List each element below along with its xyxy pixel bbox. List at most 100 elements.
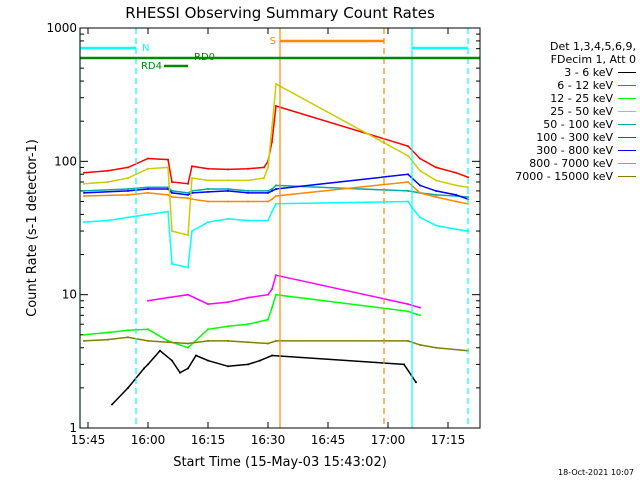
- series-line-ff00ff: [147, 274, 421, 309]
- y-tick-label: 1000: [46, 21, 77, 35]
- data-point-cccc00: [467, 186, 469, 189]
- data-point-000000: [127, 386, 129, 389]
- data-point-0000ff: [207, 190, 209, 193]
- data-point-ff0000: [127, 166, 129, 169]
- data-point-cccc00: [207, 179, 209, 182]
- data-point-00ff00: [247, 323, 249, 326]
- data-point-ff0000: [419, 157, 421, 160]
- legend-header-detectors: Det 1,3,4,5,6,9,: [549, 40, 636, 53]
- data-point-00ffff: [187, 266, 189, 269]
- data-point-cccc00: [191, 177, 193, 179]
- data-point-000000: [179, 371, 181, 374]
- data-point-808000: [435, 346, 437, 349]
- x-tick-label: 17:00: [371, 433, 406, 447]
- data-point-ff00ff: [207, 303, 209, 306]
- data-point-00ff00: [271, 306, 273, 309]
- data-point-ff0000: [263, 166, 265, 169]
- data-point-0000ff: [419, 184, 421, 187]
- data-point-00ffff: [455, 228, 457, 231]
- data-point-cccc00: [167, 166, 169, 169]
- data-point-00ffff: [275, 202, 277, 205]
- data-point-808000: [147, 339, 149, 342]
- data-point-ff8800: [147, 191, 149, 194]
- data-point-cccc00: [127, 177, 129, 179]
- data-point-000000: [159, 349, 161, 352]
- data-point-ff0000: [455, 171, 457, 174]
- data-point-808000: [107, 338, 109, 341]
- legend-label: 6 - 12 keV: [557, 79, 613, 92]
- data-point-ff00ff: [275, 274, 277, 277]
- data-point-808000: [267, 342, 269, 345]
- data-point-ff8800: [267, 200, 269, 203]
- data-point-0000ff: [227, 189, 229, 192]
- series-line-0000ff: [83, 173, 469, 200]
- data-point-ff0000: [147, 157, 149, 160]
- plot-frame: [79, 27, 481, 429]
- series-line-000000: [111, 349, 417, 406]
- data-point-cccc00: [407, 154, 409, 157]
- data-point-ff8800: [435, 196, 437, 198]
- legend-label: 50 - 100 keV: [543, 118, 613, 131]
- data-point-cccc00: [455, 184, 457, 187]
- data-point-ff8800: [207, 200, 209, 203]
- data-point-0000ff: [83, 191, 85, 194]
- legend-swatch: [618, 137, 636, 138]
- x-tick-label: 15:45: [71, 433, 106, 447]
- data-point-0000ff: [407, 173, 409, 176]
- legend-label: 800 - 7000 keV: [529, 157, 613, 170]
- data-point-00aaaa: [247, 189, 249, 192]
- data-point-ff0000: [435, 166, 437, 169]
- data-point-00aaaa: [207, 188, 209, 190]
- data-point-cccc00: [187, 234, 189, 236]
- data-point-000000: [171, 359, 173, 362]
- data-point-808000: [227, 339, 229, 342]
- series-line-00ff00: [83, 293, 421, 349]
- x-axis-label: Start Time (15-May-03 15:43:02): [173, 455, 387, 470]
- data-point-ff00ff: [187, 293, 189, 296]
- data-point-00ffff: [407, 200, 409, 203]
- y-axis-label: Count Rate (s-1 detector-1): [25, 139, 40, 317]
- legend-label: 7000 - 15000 keV: [515, 170, 613, 183]
- series-line-cccc00: [83, 82, 469, 236]
- data-point-cccc00: [271, 126, 273, 129]
- data-point-ff00ff: [271, 288, 273, 291]
- data-point-ff8800: [455, 200, 457, 203]
- rd4-flag-label: RD4: [141, 61, 162, 72]
- data-point-00ff00: [127, 329, 129, 332]
- data-point-000000: [207, 359, 209, 362]
- night-flag-label: N: [142, 43, 149, 54]
- legend-entry: 800 - 7000 keV: [478, 157, 636, 170]
- data-point-00ff00: [207, 328, 209, 331]
- data-point-000000: [195, 354, 197, 357]
- data-point-00aaaa: [83, 189, 85, 192]
- data-point-000000: [259, 359, 261, 362]
- x-tick-label: 16:00: [131, 433, 166, 447]
- data-point-cccc00: [419, 169, 421, 172]
- data-point-000000: [147, 363, 149, 366]
- data-point-ff8800: [187, 197, 189, 200]
- legend-swatch: [618, 72, 636, 73]
- legend-label: 3 - 6 keV: [564, 66, 613, 79]
- legend-label: 25 - 50 keV: [550, 105, 613, 118]
- legend-entry: 300 - 800 keV: [478, 144, 636, 157]
- data-point-00ffff: [171, 262, 173, 265]
- data-point-808000: [167, 341, 169, 344]
- data-point-00ffff: [435, 224, 437, 227]
- x-tick-label: 16:45: [311, 433, 346, 447]
- legend-swatch: [618, 150, 636, 151]
- data-point-808000: [407, 339, 409, 342]
- data-point-00ffff: [167, 210, 169, 213]
- data-point-ff8800: [419, 191, 421, 194]
- data-point-cccc00: [267, 166, 269, 169]
- data-point-0000ff: [247, 191, 249, 194]
- legend-label: 300 - 800 keV: [536, 144, 613, 157]
- data-point-0000ff: [435, 189, 437, 192]
- data-point-ff8800: [247, 200, 249, 203]
- data-point-00ffff: [247, 219, 249, 222]
- data-point-cccc00: [147, 167, 149, 170]
- data-point-ff8800: [191, 198, 193, 201]
- data-point-00aaaa: [227, 188, 229, 190]
- data-point-808000: [187, 342, 189, 345]
- data-point-000000: [111, 403, 113, 406]
